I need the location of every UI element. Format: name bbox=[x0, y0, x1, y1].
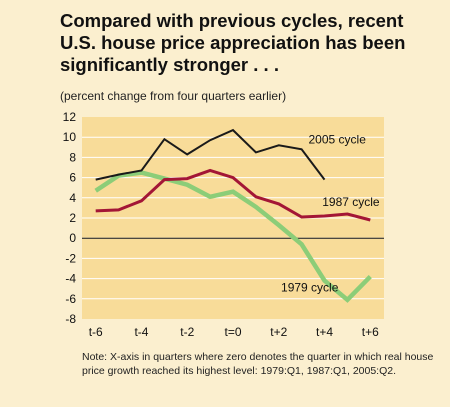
y-tick-label: 12 bbox=[63, 110, 77, 124]
series-group bbox=[94, 128, 372, 303]
y-tick-label: -2 bbox=[65, 251, 76, 265]
x-tick-label: t=0 bbox=[224, 325, 241, 339]
chart-subtitle: (percent change from four quarters earli… bbox=[60, 89, 287, 103]
series-line-2005-cycle bbox=[95, 128, 326, 181]
y-tick-label: 8 bbox=[69, 150, 76, 164]
x-tick-label: t-2 bbox=[180, 325, 194, 339]
y-tick-label: -4 bbox=[65, 272, 76, 286]
y-tick-label: 2 bbox=[69, 211, 76, 225]
y-tick-label: 6 bbox=[69, 171, 76, 185]
y-tick-label: -6 bbox=[65, 292, 76, 306]
y-axis-ticks: -8 -6 -4 -2 0 2 4 6 8 10 12 bbox=[63, 110, 77, 326]
series-line-1987-cycle bbox=[95, 168, 371, 222]
series-label: 1987 cycle bbox=[322, 195, 380, 209]
y-tick-label: 10 bbox=[63, 130, 77, 144]
y-tick-label: 0 bbox=[69, 231, 76, 245]
series-line-1979-cycle bbox=[94, 170, 372, 303]
series-label: 1979 cycle bbox=[281, 281, 339, 295]
x-tick-label: t-4 bbox=[134, 325, 148, 339]
series-labels: 2005 cycle 1987 cycle 1979 cycle bbox=[281, 132, 380, 294]
series-label: 2005 cycle bbox=[309, 132, 367, 146]
y-tick-label: -8 bbox=[65, 312, 76, 326]
y-tick-label: 4 bbox=[69, 191, 76, 205]
x-tick-label: t+2 bbox=[270, 325, 287, 339]
x-axis-ticks: t-6 t-4 t-2 t=0 t+2 t+4 t+6 bbox=[89, 325, 379, 339]
chart-note: Note: X-axis in quarters where zero deno… bbox=[82, 351, 434, 377]
x-tick-label: t-6 bbox=[89, 325, 103, 339]
chart-title: Compared with previous cycles, recent U.… bbox=[60, 10, 406, 75]
x-tick-label: t+4 bbox=[316, 325, 333, 339]
x-tick-label: t+6 bbox=[362, 325, 379, 339]
